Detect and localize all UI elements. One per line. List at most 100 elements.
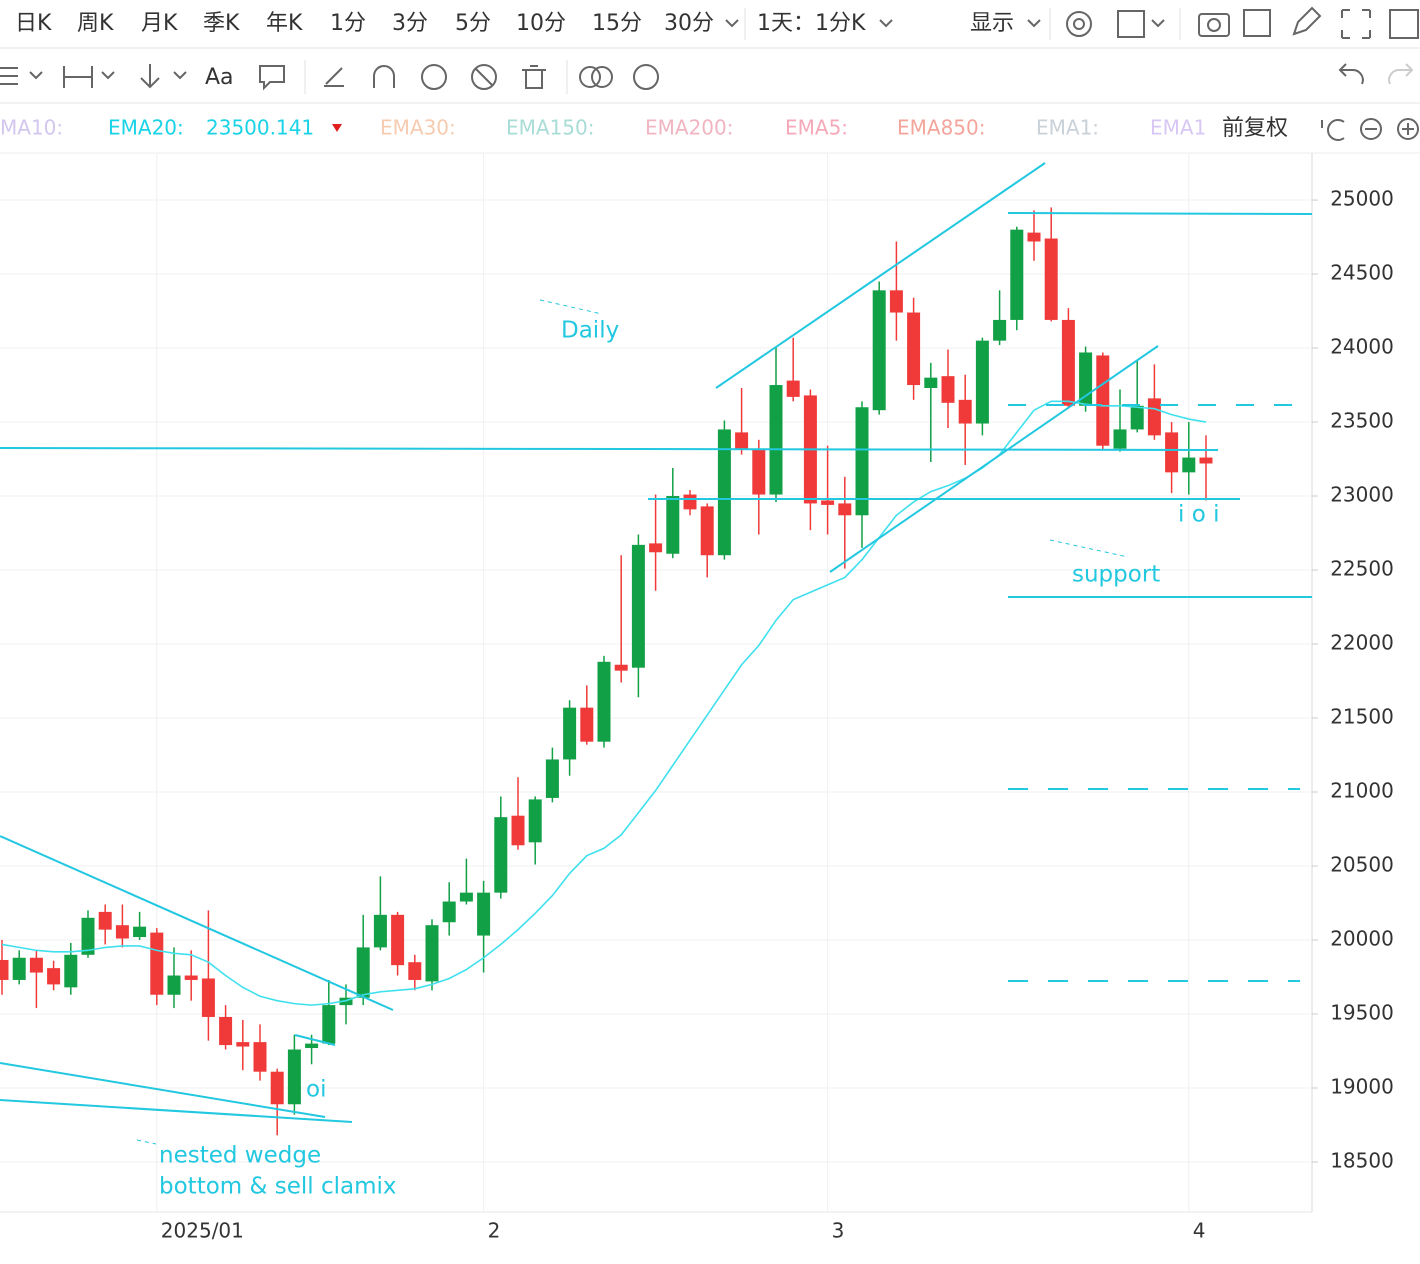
candle-body [477,892,491,936]
candle-body [614,664,628,671]
candle-body [442,901,456,923]
layout-icon[interactable] [1117,10,1145,38]
period-tab[interactable]: 周K [77,11,114,36]
undo-icon[interactable] [1338,63,1364,85]
y-tick-label: 24000 [1330,335,1394,359]
panel-icon[interactable] [1389,9,1419,39]
chevrons [725,19,1165,28]
indicator-label[interactable]: EMA30: [380,116,456,140]
list-icon[interactable] [0,67,43,85]
period-tab[interactable]: 1分 [330,11,366,36]
candle-body [305,1043,319,1049]
hide-tool[interactable] [471,64,497,90]
candle-body [649,543,663,553]
note-pointer [136,1139,157,1145]
candle-body [511,815,525,846]
candle-body [425,925,439,982]
candle-body [322,1005,336,1044]
note-pointer [1049,539,1129,558]
edit-icon[interactable] [1243,9,1271,37]
indicator-label[interactable]: EMA1: [1036,116,1099,140]
period-tab[interactable]: 10分 [516,11,566,36]
candle-body [81,917,95,955]
candle-body [941,376,955,403]
period-tab[interactable]: 年K [266,11,303,36]
period-tab[interactable]: 30分 [664,11,714,36]
level-line [0,447,1219,451]
redo-icon[interactable] [1388,63,1414,85]
candle-body [958,399,972,424]
arrow-icon[interactable] [140,64,187,89]
candle-body [752,448,766,495]
display-menu[interactable]: 显示 [970,11,1014,36]
candles [0,207,1213,1136]
adjust-mode[interactable]: 前复权 [1222,116,1288,141]
indicator-label[interactable]: EMA1 [1150,116,1206,140]
candle-body [1079,352,1093,406]
compare-icon[interactable] [579,66,601,88]
candle-body [1044,238,1058,320]
candle-body [150,932,164,995]
dropdown-triangle[interactable] [332,124,342,132]
candle-body [459,892,473,902]
indicator-label[interactable]: EMA5: [785,116,848,140]
candle-body [700,506,714,556]
x-tick-label: 2 [488,1219,501,1243]
zoom-in[interactable] [1397,118,1419,140]
candle-body [1199,457,1213,464]
candle-body [64,954,78,988]
y-tick-label: 21500 [1330,705,1394,729]
candle-body [786,380,800,397]
delete-tool[interactable] [522,65,546,89]
magnet-tool[interactable] [373,65,395,88]
period-tab[interactable]: 3分 [392,11,428,36]
fullscreen-icon[interactable] [1341,9,1371,39]
y-tick-label: 19500 [1330,1000,1394,1024]
period-tab[interactable]: 季K [203,11,240,36]
wedge-line [294,1034,336,1046]
trend-line [829,345,1159,573]
indicator-label[interactable]: EMA200: [645,116,734,140]
candle-body [528,799,542,843]
zoom-out[interactable] [1360,118,1382,140]
annotation: oi [306,1077,326,1103]
candle-body [631,544,645,668]
y-tick-label: 22000 [1330,631,1394,655]
candle-body [821,500,835,505]
comment-icon[interactable] [259,65,285,91]
pen-icon[interactable] [1292,6,1322,36]
period-tab[interactable]: 日K [15,11,52,36]
camera-icon[interactable] [1198,13,1230,37]
indicator-label[interactable]: EMA850: [897,116,986,140]
y-tick-label: 18500 [1330,1148,1394,1172]
indicator-label[interactable]: EMA20: [108,116,184,140]
wedge-line [0,835,394,1011]
lock-tool[interactable] [421,64,447,90]
period-tab[interactable]: 月K [141,11,178,36]
annotation: support [1072,562,1160,588]
indicator-label[interactable]: MA10: [0,116,63,140]
period-tab[interactable]: 15分 [592,11,642,36]
y-tick-label: 24500 [1330,261,1394,285]
candle-body [855,407,869,516]
period-tab[interactable]: 5分 [455,11,491,36]
hide-slash [475,68,493,86]
candle-body [391,914,405,966]
interval-select[interactable]: 1天：1分K [757,11,866,36]
indicator-label[interactable]: EMA150: [506,116,595,140]
candle-body [545,759,559,798]
reset-icon[interactable] [1321,119,1345,141]
candle-body [12,957,26,980]
settings-icon[interactable] [1066,11,1092,37]
candle-body [975,340,989,424]
candle-body [666,496,680,554]
indicator-settings[interactable] [633,64,659,90]
font-tool[interactable]: Aa [205,65,234,90]
measure-icon[interactable] [63,66,115,88]
candle-body [167,975,181,995]
y-tick-label: 19000 [1330,1074,1394,1098]
line-tool[interactable] [324,67,344,87]
candle-body [408,962,422,980]
